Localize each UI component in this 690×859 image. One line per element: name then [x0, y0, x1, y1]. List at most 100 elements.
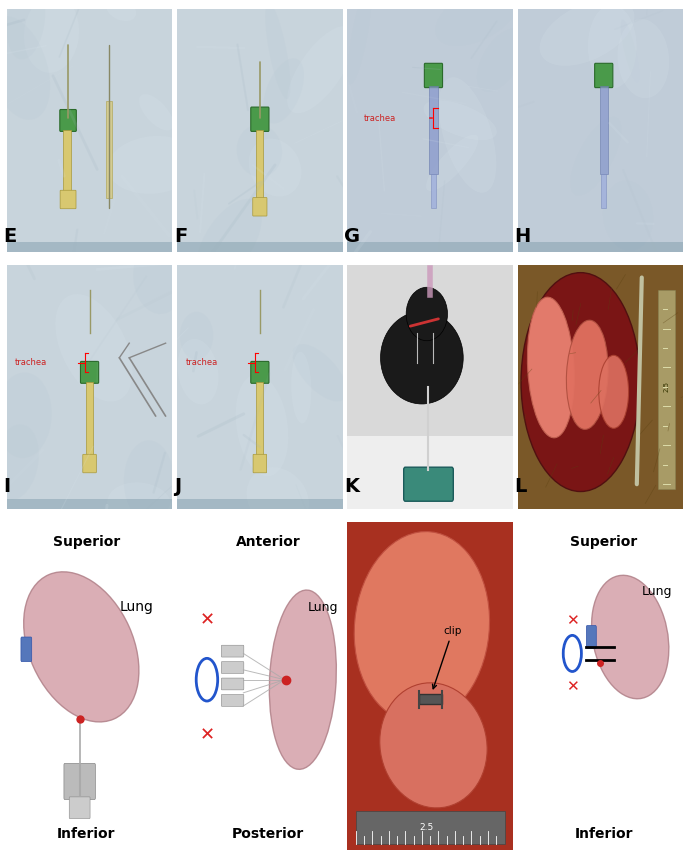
Ellipse shape — [196, 199, 262, 284]
FancyBboxPatch shape — [431, 174, 436, 208]
Ellipse shape — [291, 352, 311, 423]
FancyBboxPatch shape — [250, 362, 269, 383]
Ellipse shape — [124, 441, 175, 523]
Text: Lung: Lung — [308, 601, 338, 614]
Ellipse shape — [106, 0, 136, 21]
FancyBboxPatch shape — [595, 64, 613, 88]
Bar — [518, 242, 683, 252]
Text: Inferior: Inferior — [575, 826, 633, 841]
Text: Superior: Superior — [52, 535, 120, 549]
Ellipse shape — [620, 20, 640, 82]
Ellipse shape — [287, 26, 355, 113]
Bar — [348, 436, 513, 509]
Ellipse shape — [591, 576, 669, 698]
Bar — [348, 242, 513, 252]
FancyBboxPatch shape — [21, 637, 32, 661]
FancyBboxPatch shape — [256, 131, 264, 198]
FancyBboxPatch shape — [106, 101, 112, 198]
FancyBboxPatch shape — [63, 131, 70, 191]
Text: Anterior: Anterior — [236, 535, 301, 549]
Ellipse shape — [293, 344, 347, 401]
FancyBboxPatch shape — [81, 362, 99, 383]
Ellipse shape — [406, 287, 448, 341]
Text: clip: clip — [433, 625, 462, 689]
Ellipse shape — [0, 16, 50, 120]
Text: ✕: ✕ — [199, 727, 215, 745]
Text: ✕: ✕ — [566, 679, 579, 694]
Ellipse shape — [527, 297, 574, 438]
Ellipse shape — [23, 572, 139, 722]
Text: G: G — [344, 227, 360, 246]
FancyBboxPatch shape — [250, 107, 269, 131]
Text: I: I — [3, 477, 11, 496]
Text: Superior: Superior — [570, 535, 638, 549]
Ellipse shape — [7, 0, 45, 59]
Ellipse shape — [139, 94, 173, 131]
FancyBboxPatch shape — [64, 764, 95, 800]
Ellipse shape — [618, 19, 669, 98]
Ellipse shape — [265, 3, 290, 99]
Ellipse shape — [246, 467, 309, 529]
Text: E: E — [3, 227, 17, 246]
FancyBboxPatch shape — [601, 174, 607, 208]
Ellipse shape — [354, 532, 489, 722]
Ellipse shape — [521, 272, 640, 491]
Ellipse shape — [381, 312, 463, 404]
Ellipse shape — [269, 590, 336, 770]
FancyBboxPatch shape — [419, 694, 442, 704]
Text: trachea: trachea — [15, 358, 48, 367]
Ellipse shape — [571, 117, 622, 196]
FancyBboxPatch shape — [424, 64, 442, 88]
Text: ✕: ✕ — [566, 613, 579, 628]
Ellipse shape — [599, 356, 629, 429]
Ellipse shape — [603, 180, 653, 251]
Ellipse shape — [263, 58, 304, 124]
FancyBboxPatch shape — [60, 190, 76, 209]
FancyBboxPatch shape — [83, 454, 97, 472]
Bar — [177, 499, 342, 509]
Ellipse shape — [108, 136, 199, 194]
Ellipse shape — [24, 0, 79, 73]
Text: 2.5: 2.5 — [420, 823, 434, 832]
Text: L: L — [515, 477, 527, 496]
FancyBboxPatch shape — [221, 694, 244, 706]
Ellipse shape — [435, 0, 520, 46]
Ellipse shape — [0, 373, 52, 458]
Bar — [7, 242, 172, 252]
Text: J: J — [174, 477, 181, 496]
Ellipse shape — [177, 339, 219, 405]
Ellipse shape — [108, 483, 171, 525]
FancyBboxPatch shape — [253, 198, 267, 216]
FancyBboxPatch shape — [69, 797, 90, 819]
FancyBboxPatch shape — [658, 289, 675, 489]
Ellipse shape — [0, 424, 39, 500]
Ellipse shape — [248, 138, 302, 197]
Bar — [7, 499, 172, 509]
FancyBboxPatch shape — [256, 382, 264, 455]
FancyBboxPatch shape — [404, 467, 453, 502]
FancyBboxPatch shape — [253, 454, 266, 472]
Text: H: H — [515, 227, 531, 246]
FancyBboxPatch shape — [86, 382, 93, 455]
Ellipse shape — [237, 125, 282, 177]
Ellipse shape — [55, 294, 132, 402]
Bar — [177, 242, 342, 252]
FancyBboxPatch shape — [221, 645, 244, 657]
Ellipse shape — [133, 239, 186, 314]
Ellipse shape — [180, 312, 213, 360]
Text: trachea: trachea — [186, 358, 218, 367]
Text: K: K — [344, 477, 359, 496]
FancyBboxPatch shape — [600, 87, 608, 174]
FancyBboxPatch shape — [221, 678, 244, 690]
Ellipse shape — [566, 320, 608, 430]
Text: 2.5: 2.5 — [664, 381, 669, 393]
Text: Inferior: Inferior — [57, 826, 115, 841]
Text: Lung: Lung — [642, 585, 672, 598]
Text: F: F — [174, 227, 187, 246]
FancyBboxPatch shape — [586, 625, 596, 649]
Text: trachea: trachea — [364, 113, 396, 123]
Ellipse shape — [424, 101, 497, 140]
Text: ✕: ✕ — [199, 612, 215, 630]
Ellipse shape — [477, 28, 525, 92]
Ellipse shape — [236, 375, 288, 477]
